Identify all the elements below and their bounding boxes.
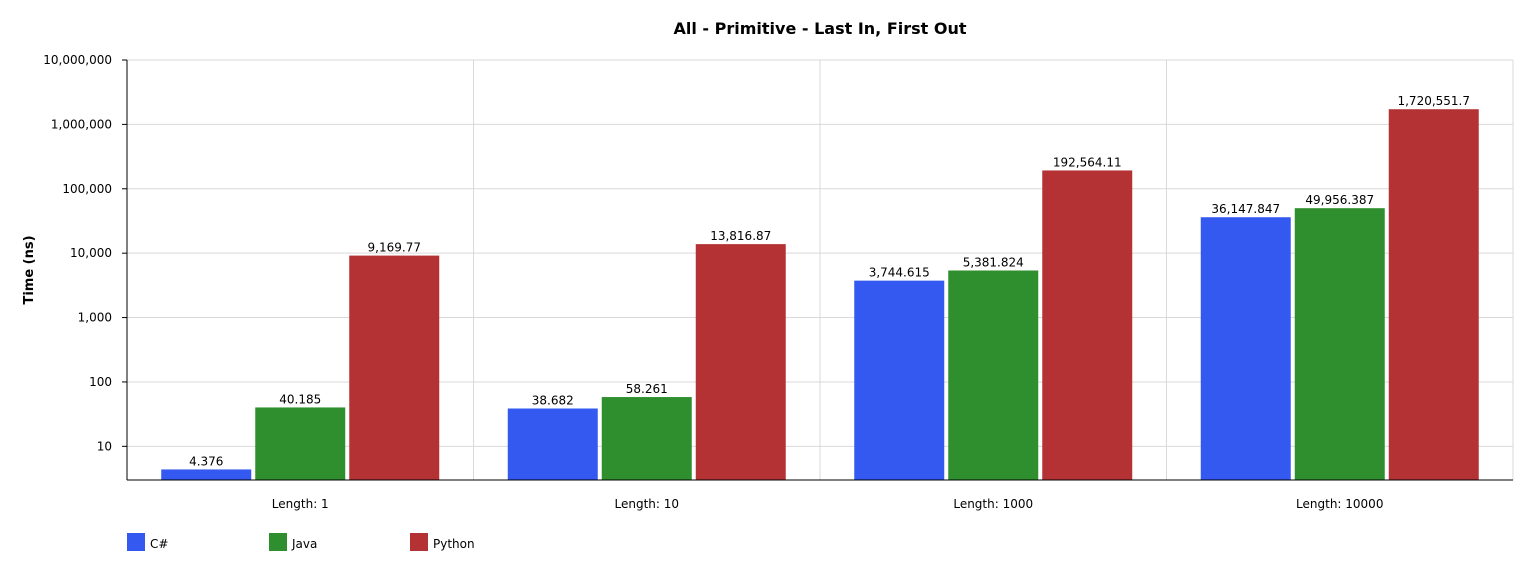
y-tick-label: 10,000,000 [43, 53, 112, 67]
y-axis-label: Time (ns) [22, 235, 37, 304]
bar [695, 244, 786, 480]
x-tick-label: Length: 1000 [953, 497, 1033, 511]
bar [1042, 170, 1133, 480]
legend-label: Python [433, 537, 475, 551]
bar [948, 270, 1039, 480]
data-label: 13,816.87 [710, 229, 771, 243]
legend-swatch [410, 533, 428, 551]
bar [255, 407, 346, 480]
legend: C# Java Python [127, 533, 475, 551]
axis-layer: 10 100 1,000 10,000 100,000 1,000,000 10,000,0… [43, 53, 1513, 511]
data-label: 58.261 [626, 382, 668, 396]
legend-label: C# [150, 537, 168, 551]
legend-label: Java [291, 537, 317, 551]
data-label: 4.376 [189, 454, 223, 468]
data-label: 36,147.847 [1211, 202, 1280, 216]
bars-layer: 4.376 40.185 9,169.77 38.682 58.261 13,816.87… [161, 94, 1479, 481]
bar [854, 280, 945, 480]
data-label: 40.185 [279, 392, 321, 406]
y-tick-label: 10 [97, 439, 112, 453]
data-label: 192,564.11 [1053, 155, 1122, 169]
x-tick-label: Length: 1 [272, 497, 329, 511]
data-label: 49,956.387 [1305, 193, 1374, 207]
bar [161, 469, 252, 480]
data-label: 1,720,551.7 [1397, 94, 1470, 108]
bar [507, 408, 598, 480]
bar [349, 255, 440, 480]
x-tick-label: Length: 10 [614, 497, 679, 511]
data-label: 9,169.77 [368, 241, 421, 255]
data-label: 38.682 [532, 394, 574, 408]
y-tick-label: 1,000 [78, 311, 112, 325]
x-tick-label: Length: 10000 [1296, 497, 1383, 511]
chart-title: All - Primitive - Last In, First Out [674, 19, 967, 38]
y-tick-label: 10,000 [70, 246, 112, 260]
legend-swatch [269, 533, 287, 551]
bar [1294, 208, 1385, 480]
data-label: 5,381.824 [963, 255, 1024, 269]
y-tick-label: 100,000 [62, 182, 112, 196]
data-label: 3,744.615 [869, 266, 930, 280]
y-tick-label: 1,000,000 [51, 117, 112, 131]
bar [601, 397, 692, 480]
bar [1388, 109, 1479, 480]
y-tick-label: 100 [89, 375, 112, 389]
legend-swatch [127, 533, 145, 551]
bar [1200, 217, 1291, 481]
